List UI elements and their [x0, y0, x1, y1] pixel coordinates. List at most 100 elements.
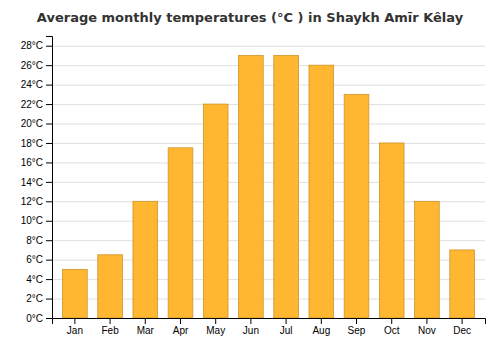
- bar: [309, 65, 334, 318]
- x-tick: Jan: [67, 318, 83, 336]
- y-tick-mark: [46, 182, 52, 183]
- grid-line: [52, 143, 485, 144]
- y-tick-label: 6°C: [26, 254, 43, 265]
- grid-line: [52, 85, 485, 86]
- grid-line: [52, 65, 485, 66]
- y-tick-label: 2°C: [26, 293, 43, 304]
- bar: [168, 148, 193, 318]
- grid-tick: [52, 85, 485, 86]
- bar: [415, 201, 440, 318]
- x-tick-mark: [321, 318, 322, 324]
- x-tick: Sep: [348, 318, 366, 336]
- y-tick-mark: [46, 279, 52, 280]
- y-tick-mark: [46, 299, 52, 300]
- x-tick: Apr: [173, 318, 189, 336]
- x-tick: May: [206, 318, 225, 336]
- x-tick-label: Oct: [384, 325, 400, 336]
- y-axis: 0°C 2°C 4°C 6°C 8°C 10°C 12°C 14°C 16°C 18°C 20°C 2…: [21, 37, 53, 324]
- bar: [379, 143, 404, 318]
- x-tick: Oct: [384, 318, 400, 336]
- x-tick: Dec: [453, 318, 471, 336]
- y-tick: 22°C: [21, 99, 52, 110]
- y-tick: 28°C: [21, 40, 52, 51]
- chart: 0°C 2°C 4°C 6°C 8°C 10°C 12°C 14°C 16°C 18°C 20°C 2…: [0, 0, 500, 350]
- x-tick-mark: [356, 318, 357, 324]
- y-tick-mark: [46, 124, 52, 125]
- x-tick: Mar: [137, 318, 155, 336]
- grid-tick: [52, 65, 485, 66]
- y-tick: 2°C: [26, 293, 52, 304]
- y-tick-label: 0°C: [26, 313, 43, 324]
- y-axis-line: [46, 37, 53, 319]
- x-tick: Aug: [312, 318, 330, 336]
- x-tick-mark: [110, 318, 111, 324]
- y-tick-label: 28°C: [21, 40, 43, 51]
- y-tick-mark: [46, 104, 52, 105]
- x-tick-mark: [250, 318, 251, 324]
- bar: [344, 94, 369, 318]
- y-tick: 16°C: [21, 157, 52, 168]
- x-tick-mark: [286, 318, 287, 324]
- x-tick-label: Mar: [137, 325, 155, 336]
- x-tick-label: Feb: [101, 325, 119, 336]
- x-tick-label: Jun: [243, 325, 259, 336]
- grid: [52, 46, 485, 318]
- bar: [133, 201, 158, 318]
- y-tick: 14°C: [21, 177, 52, 188]
- title: Average monthly temperatures (°C ) in Sh…: [37, 10, 464, 25]
- y-tick: 4°C: [26, 274, 52, 285]
- x-tick-label: Dec: [453, 325, 471, 336]
- x-tick-label: Jul: [280, 325, 293, 336]
- bar: [98, 255, 123, 318]
- x-tick: Jun: [243, 318, 259, 336]
- x-tick-label: Sep: [348, 325, 366, 336]
- y-tick-mark: [46, 318, 52, 319]
- bar: [203, 104, 228, 318]
- y-tick-mark: [46, 143, 52, 144]
- y-tick: 0°C: [26, 313, 52, 324]
- grid-line: [52, 162, 485, 163]
- grid-tick: [52, 104, 485, 105]
- y-tick: 26°C: [21, 60, 52, 71]
- y-tick: 24°C: [21, 79, 52, 90]
- x-tick-label: Aug: [312, 325, 330, 336]
- x-tick-mark: [180, 318, 181, 324]
- y-tick: 12°C: [21, 196, 52, 207]
- y-tick-mark: [46, 46, 52, 47]
- bar: [450, 250, 475, 318]
- x-tick-mark: [74, 318, 75, 324]
- grid-tick: [52, 143, 485, 144]
- grid-tick: [52, 182, 485, 183]
- grid-tick: [52, 162, 485, 163]
- y-tick-mark: [46, 162, 52, 163]
- x-tick: Jul: [280, 318, 293, 336]
- y-tick-label: 14°C: [21, 177, 43, 188]
- grid-line: [52, 124, 485, 125]
- grid-line: [52, 104, 485, 105]
- x-tick-mark: [426, 318, 427, 324]
- y-tick-mark: [46, 65, 52, 66]
- x-tick-mark: [462, 318, 463, 324]
- y-tick-label: 10°C: [21, 215, 43, 226]
- y-tick-label: 20°C: [21, 118, 43, 129]
- y-tick-label: 4°C: [26, 274, 43, 285]
- y-tick-label: 22°C: [21, 99, 43, 110]
- x-axis: Jan Feb Mar Apr May Jun Jul Aug Sep Oct Nov Dec: [53, 318, 486, 336]
- y-tick: 6°C: [26, 254, 52, 265]
- grid-tick: [52, 46, 485, 47]
- bar: [274, 55, 299, 318]
- y-tick-mark: [46, 240, 52, 241]
- y-tick-label: 18°C: [21, 138, 43, 149]
- y-tick: 20°C: [21, 118, 52, 129]
- y-tick: 18°C: [21, 138, 52, 149]
- grid-tick: [52, 124, 485, 125]
- x-tick-label: May: [206, 325, 225, 336]
- y-tick-mark: [46, 201, 52, 202]
- x-tick: Nov: [418, 318, 436, 336]
- x-tick-label: Jan: [67, 325, 83, 336]
- y-tick-label: 8°C: [26, 235, 43, 246]
- bar: [63, 269, 88, 318]
- x-tick-mark: [391, 318, 392, 324]
- y-tick-label: 24°C: [21, 79, 43, 90]
- y-tick-label: 16°C: [21, 157, 43, 168]
